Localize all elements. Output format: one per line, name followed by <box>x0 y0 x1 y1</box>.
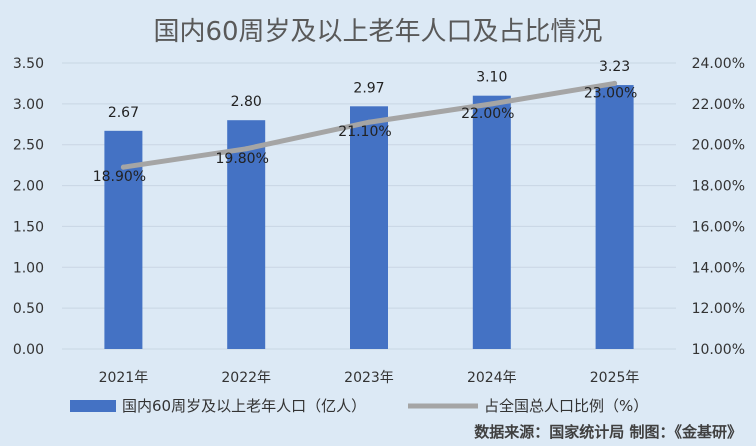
source-note: 数据来源：国家统计局 制图：《金基研》 <box>474 423 742 441</box>
left-y-tick-label: 1.00 <box>13 260 44 276</box>
line-data-label: 23.00% <box>584 85 637 101</box>
x-axis: 2021年 2022年 2023年 2024年 2025年 <box>99 370 640 386</box>
right-y-tick-label: 10.00% <box>692 342 745 358</box>
line-data-label: 18.90% <box>93 169 146 185</box>
line-point <box>612 80 618 86</box>
bar-series: 2.67 2.80 2.97 3.10 3.23 <box>104 59 634 350</box>
line-data-label: 21.10% <box>338 124 391 140</box>
bar <box>350 106 388 350</box>
bar-data-label: 3.10 <box>476 70 507 86</box>
line-series: 18.90% 19.80% 21.10% 22.00% 23.00% <box>93 80 637 185</box>
right-y-tick-label: 20.00% <box>692 138 745 154</box>
line-point <box>366 119 372 125</box>
legend-label-line: 占全国总人口比例（%） <box>484 397 648 415</box>
legend-swatch-bar <box>70 400 116 412</box>
bar <box>472 95 511 349</box>
right-y-tick-label: 14.00% <box>692 260 745 276</box>
left-y-axis: 0.00 0.50 1.00 1.50 2.00 2.50 3.00 3.50 <box>13 56 44 358</box>
left-y-tick-label: 1.50 <box>13 219 44 235</box>
left-y-tick-label: 2.50 <box>13 138 44 154</box>
legend-label-bar: 国内60周岁及以上老年人口（亿人） <box>122 397 366 415</box>
bar-data-label: 2.67 <box>108 105 139 121</box>
x-category-label: 2023年 <box>344 370 394 386</box>
right-y-tick-label: 18.00% <box>692 179 745 195</box>
left-y-tick-label: 3.00 <box>13 97 44 113</box>
left-y-tick-label: 2.00 <box>13 179 44 195</box>
bar-data-label: 3.23 <box>599 59 630 75</box>
line-point <box>489 101 495 107</box>
left-y-tick-label: 0.50 <box>13 301 44 317</box>
bar-data-label: 2.80 <box>231 94 262 110</box>
right-y-tick-label: 22.00% <box>692 97 745 113</box>
line-point <box>243 146 249 152</box>
right-y-tick-label: 24.00% <box>692 56 745 72</box>
x-category-label: 2024年 <box>467 370 517 386</box>
bar <box>595 85 634 349</box>
line-data-label: 22.00% <box>461 106 514 122</box>
right-y-axis: 10.00% 12.00% 14.00% 16.00% 18.00% 20.00% 22.0… <box>692 56 745 358</box>
bar-data-label: 2.97 <box>353 80 384 96</box>
x-category-label: 2025年 <box>590 370 640 386</box>
bar <box>227 120 266 349</box>
left-y-tick-label: 0.00 <box>13 342 44 358</box>
right-y-tick-label: 16.00% <box>692 219 745 235</box>
left-y-tick-label: 3.50 <box>13 56 44 72</box>
line-data-label: 19.80% <box>216 151 269 167</box>
legend: 国内60周岁及以上老年人口（亿人） 占全国总人口比例（%） <box>70 397 648 415</box>
x-category-label: 2021年 <box>99 370 149 386</box>
x-category-label: 2022年 <box>221 370 271 386</box>
line-point <box>120 164 126 170</box>
chart-title: 国内60周岁及以上老年人口及占比情况 <box>153 17 602 47</box>
right-y-tick-label: 12.00% <box>692 301 745 317</box>
